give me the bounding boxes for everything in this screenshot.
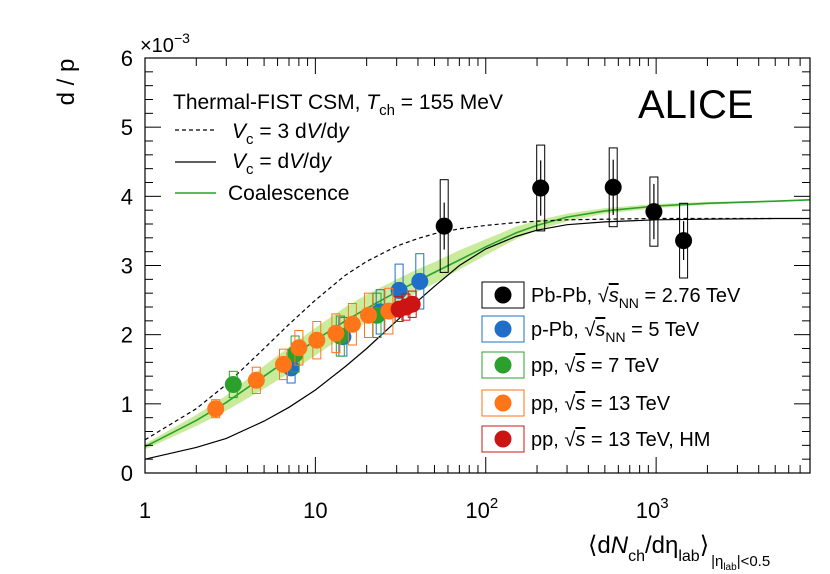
legend-label-ppb: p-Pb, √sNN = 5 TeV [531,319,700,345]
legend-marker-pbpb [494,286,512,304]
curve-vc1 [144,217,810,460]
legend-entry-pp13hm: pp, √s = 13 TeV, HM [481,425,710,453]
point-marker [411,272,429,290]
data-point [532,144,550,232]
legend-entry-pp13: pp, √s = 13 TeV [481,389,671,417]
legend-entry-ppb: p-Pb, √sNN = 5 TeV [481,315,700,345]
legend-label-vc1: Vc = dV/dy [232,150,333,178]
y-axis-label: d / p [53,59,80,106]
y-tick-label: 6 [121,46,133,71]
experiment-label: ALICE [638,83,754,127]
point-marker [645,203,663,221]
point-marker [224,376,242,393]
point-marker [403,295,421,313]
x-tick-label: 103 [636,495,669,523]
point-marker [290,339,308,357]
legend-label-pp7: pp, √s = 7 TeV [531,355,660,377]
data-point [327,313,345,354]
point-marker [360,306,377,324]
data-point [435,179,453,273]
point-marker [327,324,345,342]
data-point [290,330,308,366]
legend-marker-pp13hm [494,430,512,448]
data-point [207,399,225,419]
legend-label-pbpb: Pb-Pb, √sNN = 2.76 TeV [531,285,741,311]
data-point [390,263,408,318]
coalescence-band [145,199,810,450]
y-tick-label: 5 [121,115,133,140]
point-marker [207,400,225,418]
point-marker [675,232,693,250]
legend-marker-ppb [494,320,512,338]
data-point [247,366,265,395]
coalescence-uncertainty-band [145,199,810,450]
legend-entry-pbpb: Pb-Pb, √sNN = 2.76 TeV [481,281,741,311]
y-tick-label: 4 [121,184,133,209]
x-tick-label: 10 [303,498,327,523]
point-marker [275,355,292,373]
data-point [308,321,326,360]
point-marker [435,217,453,235]
y-multiplier-exponent: −3 [174,30,190,46]
legend-entry-pp7: pp, √s = 7 TeV [481,351,660,379]
data-point [343,303,361,346]
y-tick-label: 1 [121,392,133,417]
point-marker [390,281,408,299]
x-tick-label: 102 [465,495,498,523]
y-tick-label: 0 [121,461,133,486]
data-point [675,202,693,279]
y-multiplier: ×10−3 [140,30,190,57]
legend-marker-pp13 [494,394,512,412]
point-marker [308,331,326,349]
data-point [403,290,421,318]
data-point [275,348,292,381]
model-legend: Thermal-FIST CSM, Tch = 155 MeV Vc = 3 d… [173,91,503,205]
x-axis-label: ⟨dNch/dηlab⟩|ηlab|<0.5 [588,532,770,573]
curve-coal [144,199,811,448]
legend-label-pp13: pp, √s = 13 TeV [531,393,671,415]
data-point [604,147,622,228]
model-legend-header: Thermal-FIST CSM, Tch = 155 MeV [173,91,503,119]
legend-label-pp13hm: pp, √s = 13 TeV, HM [531,429,710,451]
data-point [645,176,663,247]
data-point [411,253,429,310]
legend-marker-pp7 [494,356,512,374]
legend-label-vc3: Vc = 3 dV/dy [232,120,350,148]
curve-vc3 [144,217,776,441]
y-tick-label: 3 [121,254,133,279]
x-tick-label: 1 [139,498,151,523]
data-point [224,370,242,399]
data-points [207,144,693,419]
point-marker [532,179,550,197]
y-tick-label: 2 [121,323,133,348]
data-legend: Pb-Pb, √sNN = 2.76 TeV p-Pb, √sNN = 5 Te… [481,281,741,453]
point-marker [604,178,622,196]
point-marker [247,371,265,389]
data-point [360,292,377,339]
legend-label-coalescence: Coalescence [228,182,349,205]
point-marker [343,315,361,333]
model-curves [144,199,811,460]
